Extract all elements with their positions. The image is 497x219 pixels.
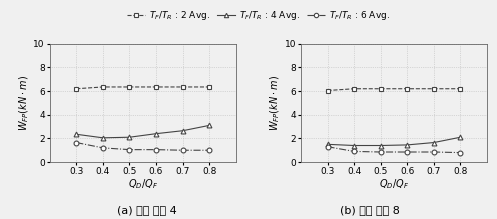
Legend: $T_F/T_R$ : 2 Avg., $T_F/T_R$ : 4 Avg., $T_F/T_R$ : 6 Avg.: $T_F/T_R$ : 2 Avg., $T_F/T_R$ : 4 Avg., …	[124, 6, 393, 26]
Y-axis label: $W_{FP}(kN\cdot m)$: $W_{FP}(kN\cdot m)$	[268, 75, 282, 131]
X-axis label: $Q_D/Q_F$: $Q_D/Q_F$	[128, 177, 158, 191]
Text: (b) 변형 비율 8: (b) 변형 비율 8	[340, 205, 400, 215]
Y-axis label: $W_{FP}(kN\cdot m)$: $W_{FP}(kN\cdot m)$	[17, 75, 30, 131]
Text: (a) 변형 비율 4: (a) 변형 비율 4	[117, 205, 176, 215]
X-axis label: $Q_D/Q_F$: $Q_D/Q_F$	[379, 177, 409, 191]
